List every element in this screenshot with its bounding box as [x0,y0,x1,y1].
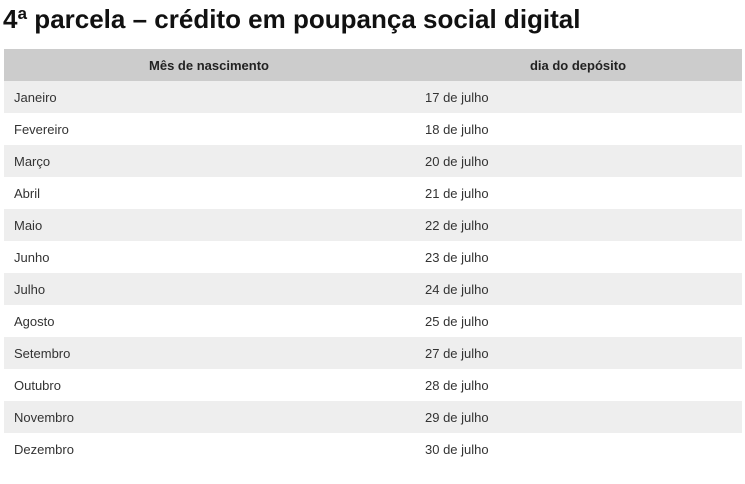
deposit-day-cell: 17 de julho [414,81,742,113]
deposit-day-cell: 24 de julho [414,273,742,305]
birth-month-cell: Maio [4,209,414,241]
birth-month-cell: Janeiro [4,81,414,113]
table-row: Março 20 de julho [4,145,742,177]
table-header-row: Mês de nascimento dia do depósito [4,49,742,81]
table-row: Setembro 27 de julho [4,337,742,369]
table-row: Dezembro 30 de julho [4,433,742,465]
birth-month-cell: Novembro [4,401,414,433]
deposit-day-cell: 21 de julho [414,177,742,209]
deposit-day-cell: 28 de julho [414,369,742,401]
deposit-day-cell: 20 de julho [414,145,742,177]
table-row: Fevereiro 18 de julho [4,113,742,145]
birth-month-cell: Junho [4,241,414,273]
deposit-schedule-table: Mês de nascimento dia do depósito Janeir… [4,49,742,465]
table-row: Junho 23 de julho [4,241,742,273]
birth-month-cell: Outubro [4,369,414,401]
deposit-day-cell: 30 de julho [414,433,742,465]
deposit-day-cell: 27 de julho [414,337,742,369]
table-row: Janeiro 17 de julho [4,81,742,113]
deposit-day-cell: 29 de julho [414,401,742,433]
table-row: Abril 21 de julho [4,177,742,209]
birth-month-cell: Julho [4,273,414,305]
table-row: Agosto 25 de julho [4,305,742,337]
table-row: Novembro 29 de julho [4,401,742,433]
birth-month-cell: Agosto [4,305,414,337]
birth-month-cell: Março [4,145,414,177]
column-header-deposit-day: dia do depósito [414,49,742,81]
deposit-day-cell: 22 de julho [414,209,742,241]
birth-month-cell: Abril [4,177,414,209]
birth-month-cell: Fevereiro [4,113,414,145]
birth-month-cell: Dezembro [4,433,414,465]
column-header-birth-month: Mês de nascimento [4,49,414,81]
table-row: Maio 22 de julho [4,209,742,241]
deposit-day-cell: 25 de julho [414,305,742,337]
table-row: Outubro 28 de julho [4,369,742,401]
table-row: Julho 24 de julho [4,273,742,305]
birth-month-cell: Setembro [4,337,414,369]
page-title: 4ª parcela – crédito em poupança social … [3,4,581,34]
deposit-day-cell: 18 de julho [414,113,742,145]
deposit-day-cell: 23 de julho [414,241,742,273]
